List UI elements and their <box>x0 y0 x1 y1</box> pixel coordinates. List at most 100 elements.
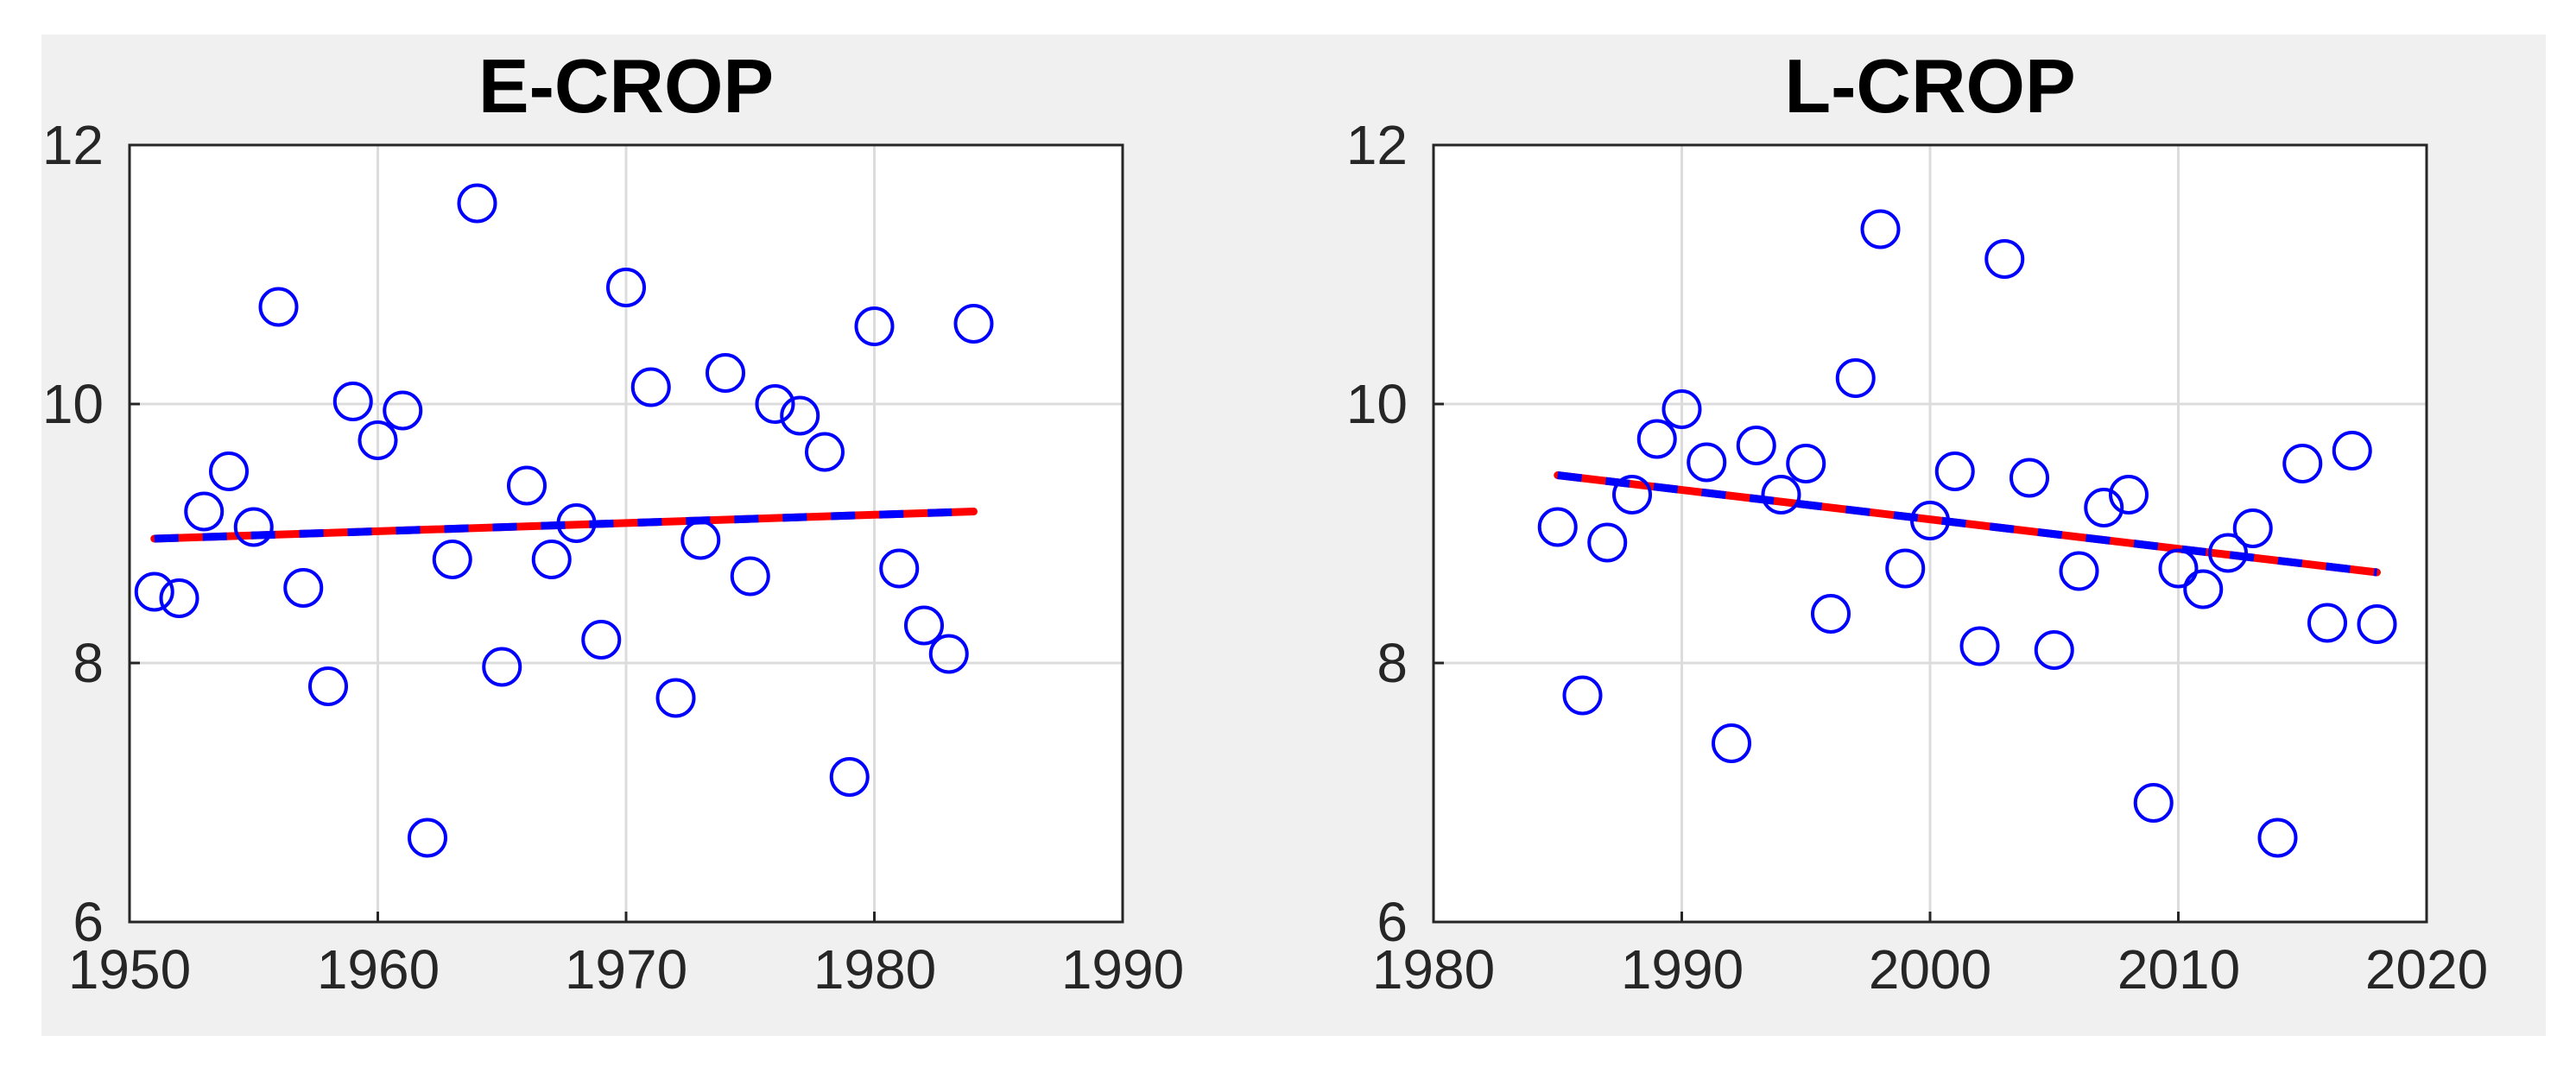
data-point <box>2282 444 2323 483</box>
data-point <box>606 268 646 307</box>
data-point <box>780 395 820 436</box>
data-point <box>706 353 745 393</box>
data-point <box>556 503 597 543</box>
x-tick-label: 1970 <box>565 938 687 1001</box>
x-tick-label: 1990 <box>1621 938 1744 1001</box>
data-point <box>1835 358 1876 398</box>
x-tick-label: 2020 <box>2365 938 2488 1001</box>
data-point <box>358 420 398 460</box>
x-tick-label: 2010 <box>2117 938 2240 1001</box>
data-point <box>1736 426 1776 465</box>
data-point <box>1984 239 2025 279</box>
data-point <box>159 578 199 618</box>
data-point <box>2232 508 2273 548</box>
data-point <box>1860 209 1901 249</box>
data-point <box>630 367 671 407</box>
data-point <box>2307 603 2347 643</box>
y-tick-label: 12 <box>42 114 104 176</box>
data-point <box>308 666 348 706</box>
data-point <box>383 390 423 431</box>
data-point <box>1636 419 1677 459</box>
y-tick-label: 6 <box>73 891 104 953</box>
data-point <box>507 465 547 506</box>
x-tick-label: 1950 <box>68 938 191 1001</box>
trend-line-blue-dashed <box>154 508 974 543</box>
data-point <box>1959 626 2000 666</box>
data-point <box>2158 548 2199 589</box>
data-point <box>482 647 522 687</box>
data-point <box>829 757 870 797</box>
chart-panel-e-crop: E-CROP 6 8 10 12 1950 1960 1970 1980 199… <box>42 43 1184 1001</box>
x-tick-label: 1960 <box>317 938 440 1001</box>
points-layer <box>134 183 994 858</box>
data-point <box>209 451 249 491</box>
data-point <box>2208 533 2248 573</box>
y-tick-label: 6 <box>1377 891 1408 953</box>
data-point <box>2059 551 2099 591</box>
chart-canvas: E-CROP 6 8 10 12 1950 1960 1970 1980 199… <box>42 43 2488 1001</box>
plot-frame <box>1432 143 2428 924</box>
x-tick-label: 1980 <box>813 938 936 1001</box>
trend-line-blue-dashed <box>1557 471 2378 577</box>
chart-title: E-CROP <box>478 43 774 129</box>
data-point <box>2084 488 2124 527</box>
trend-layer <box>1554 471 2381 577</box>
data-point <box>432 540 472 579</box>
data-point <box>805 432 845 472</box>
y-tick-label: 10 <box>42 373 104 435</box>
data-point <box>283 568 324 608</box>
data-point <box>755 384 795 424</box>
data-point <box>1885 548 1926 589</box>
data-point <box>1761 475 1801 515</box>
data-point <box>184 491 225 532</box>
data-point <box>531 540 572 579</box>
data-point <box>457 183 497 224</box>
chart-title: L-CROP <box>1784 43 2075 129</box>
data-point <box>2257 818 2298 858</box>
x-tick-label: 2000 <box>1869 938 1991 1001</box>
data-point <box>2133 783 2174 823</box>
data-point <box>258 287 299 327</box>
data-point <box>1910 501 1950 540</box>
data-point <box>904 605 944 646</box>
y-tick-label: 8 <box>73 632 104 694</box>
data-point <box>581 620 622 660</box>
data-point <box>730 556 770 597</box>
data-point <box>1934 451 1975 491</box>
y-tick-label: 12 <box>1346 114 1408 176</box>
grid-layer <box>1432 143 2428 924</box>
data-point <box>928 634 969 674</box>
points-layer <box>1537 209 2397 858</box>
data-point <box>1562 675 1603 716</box>
data-point <box>1661 389 1702 429</box>
data-point <box>2109 475 2149 515</box>
y-tick-label: 8 <box>1377 632 1408 694</box>
data-point <box>1712 723 1751 763</box>
y-tick-label: 10 <box>1346 373 1408 435</box>
data-point <box>134 571 174 612</box>
data-point <box>1786 444 1826 483</box>
data-point <box>233 507 274 547</box>
plot-frame <box>128 143 1124 924</box>
trend-layer <box>150 508 978 543</box>
data-point <box>1587 522 1628 563</box>
x-tick-label: 1990 <box>1061 938 1184 1001</box>
data-point <box>2357 604 2397 644</box>
data-point <box>655 678 696 718</box>
figure: E-CROP 6 8 10 12 1950 1960 1970 1980 199… <box>41 35 2546 1036</box>
data-point <box>1537 507 1578 547</box>
data-point <box>2010 458 2049 498</box>
data-point <box>1811 594 1851 634</box>
data-point <box>879 548 920 589</box>
data-point <box>408 818 447 858</box>
chart-panel-l-crop: L-CROP 6 8 10 12 1980 1990 2000 2010 202… <box>1346 43 2488 1001</box>
data-point <box>1612 475 1652 515</box>
data-point <box>2034 630 2074 670</box>
data-point <box>680 520 721 560</box>
data-point <box>332 382 373 421</box>
data-point <box>2332 431 2372 470</box>
x-tick-label: 1980 <box>1372 938 1495 1001</box>
data-point <box>953 304 994 344</box>
data-point <box>854 306 895 346</box>
data-point <box>1687 442 1727 483</box>
